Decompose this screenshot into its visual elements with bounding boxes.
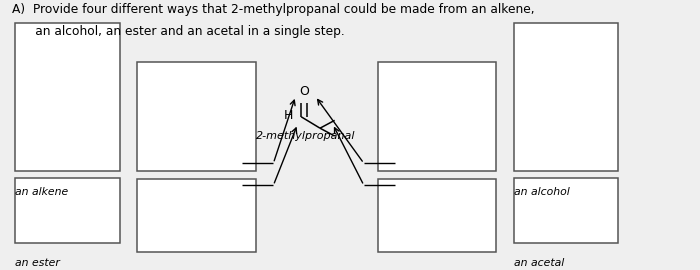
Bar [514, 23, 618, 171]
Text: A)  Provide four different ways that 2-methylpropanal could be made from an alke: A) Provide four different ways that 2-me… [12, 3, 535, 16]
Text: 2-methylpropanal: 2-methylpropanal [256, 131, 356, 141]
Bar [378, 179, 496, 252]
Text: an acetal: an acetal [514, 258, 564, 268]
Text: an alcohol: an alcohol [514, 187, 570, 197]
Bar [137, 179, 256, 252]
Text: an alkene: an alkene [15, 187, 69, 197]
Text: H: H [284, 109, 293, 122]
Bar [137, 62, 256, 171]
Text: an alcohol, an ester and an acetal in a single step.: an alcohol, an ester and an acetal in a … [12, 25, 344, 38]
Bar [15, 23, 120, 171]
Bar [378, 62, 496, 171]
Bar [15, 178, 120, 242]
Text: O: O [299, 85, 309, 98]
Text: an ester: an ester [15, 258, 60, 268]
Bar [514, 178, 618, 242]
